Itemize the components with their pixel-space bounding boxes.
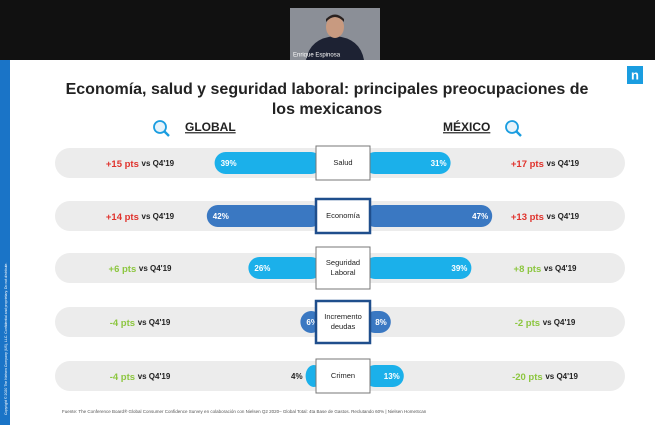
change-comparison: vs Q4'19: [142, 159, 175, 168]
change-comparison: vs Q4'19: [139, 264, 172, 273]
change-value: +13 pts: [511, 212, 547, 223]
value-label: 8%: [375, 318, 387, 327]
source-note: Fuente: The Conference Board® Global Con…: [62, 408, 427, 414]
change-comparison: vs Q4'19: [138, 372, 171, 381]
change-value: -4 pts: [110, 372, 138, 383]
change-value: +17 pts: [511, 159, 547, 170]
value-label: 39%: [221, 159, 237, 168]
value-label: 42%: [213, 212, 229, 221]
change-label: -2 pts vs Q4'19: [515, 318, 576, 329]
change-comparison: vs Q4'19: [545, 372, 578, 381]
screen: Enrique Espinosa Copyright © 2020 The Ni…: [0, 0, 655, 425]
category-label: Crimen: [331, 371, 355, 380]
change-label: +6 pts vs Q4'19: [109, 264, 173, 275]
change-comparison: vs Q4'19: [544, 264, 577, 273]
change-value: +8 pts: [514, 264, 544, 275]
change-value: -2 pts: [515, 318, 543, 329]
change-label: +13 pts vs Q4'19: [511, 212, 580, 223]
change-comparison: vs Q4'19: [547, 159, 580, 168]
category-label: Economía: [326, 211, 361, 220]
change-label: +15 pts vs Q4'19: [106, 159, 175, 170]
value-label: 31%: [431, 159, 447, 168]
change-comparison: vs Q4'19: [543, 318, 576, 327]
participant-name: Enrique Espinosa: [293, 53, 341, 59]
change-comparison: vs Q4'19: [138, 318, 171, 327]
change-value: +15 pts: [106, 159, 142, 170]
value-label: 26%: [254, 264, 270, 273]
category-label: Salud: [333, 158, 352, 167]
legend-mexico: MÉXICO: [443, 119, 490, 134]
change-value: +6 pts: [109, 264, 139, 275]
value-label: 39%: [451, 264, 467, 273]
change-value: +14 pts: [106, 212, 142, 223]
side-note: Copyright © 2020 The Nielsen Company (US…: [4, 263, 8, 415]
change-value: -4 pts: [110, 318, 138, 329]
value-label: 47%: [472, 212, 488, 221]
value-label: 4%: [291, 372, 303, 381]
change-label: +8 pts vs Q4'19: [514, 264, 578, 275]
video-tile[interactable]: Enrique Espinosa: [290, 8, 380, 60]
change-label: +17 pts vs Q4'19: [511, 159, 580, 170]
change-label: +14 pts vs Q4'19: [106, 212, 175, 223]
value-label: 13%: [384, 372, 400, 381]
change-label: -4 pts vs Q4'19: [110, 372, 171, 383]
logo: n: [631, 67, 639, 82]
change-label: -4 pts vs Q4'19: [110, 318, 171, 329]
change-label: -20 pts vs Q4'19: [512, 372, 578, 383]
change-comparison: vs Q4'19: [547, 212, 580, 221]
change-value: -20 pts: [512, 372, 545, 383]
legend-global: GLOBAL: [185, 120, 236, 134]
change-comparison: vs Q4'19: [142, 212, 175, 221]
